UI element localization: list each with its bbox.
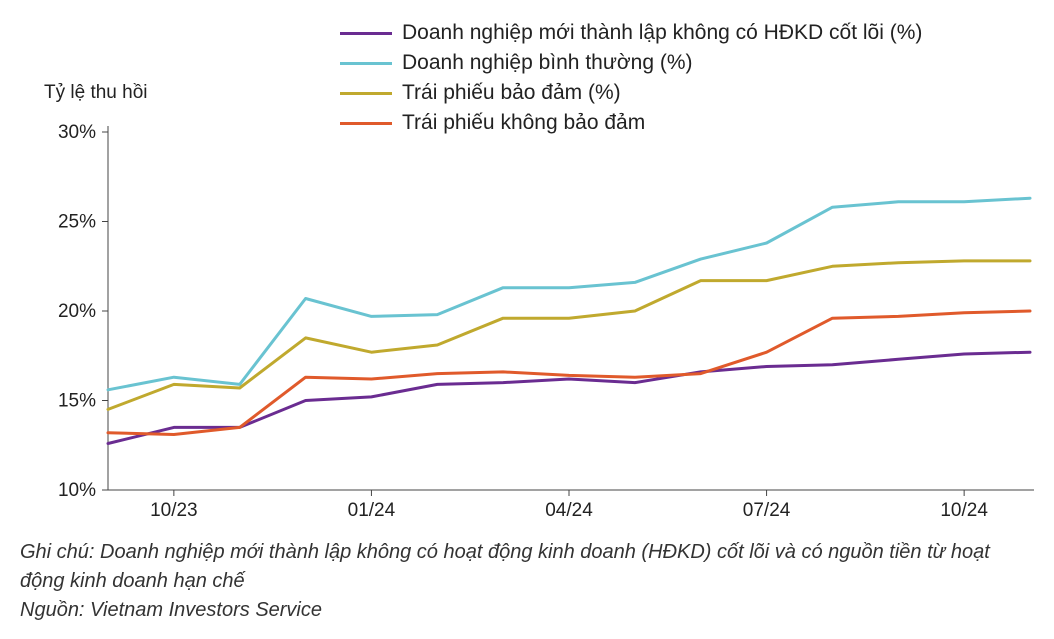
svg-text:15%: 15% (58, 391, 96, 412)
legend-label: Trái phiếu không bảo đảm (402, 111, 645, 135)
svg-text:04/24: 04/24 (545, 500, 593, 521)
legend-item: Trái phiếu bảo đảm (%) (340, 78, 922, 108)
legend-item: Trái phiếu không bảo đảm (340, 108, 922, 138)
legend-swatch (340, 32, 392, 35)
legend-swatch (340, 62, 392, 65)
chart-legend: Doanh nghiệp mới thành lập không có HĐKD… (340, 18, 922, 138)
svg-text:10/23: 10/23 (150, 500, 198, 521)
svg-text:07/24: 07/24 (743, 500, 791, 521)
chart-footnotes: Ghi chú: Doanh nghiệp mới thành lập khôn… (20, 538, 1034, 625)
line-chart: Tỷ lệ thu hồi Doanh nghiệp mới thành lập… (20, 10, 1034, 530)
svg-text:01/24: 01/24 (348, 500, 396, 521)
svg-text:10/24: 10/24 (940, 500, 988, 521)
y-axis-title: Tỷ lệ thu hồi (44, 82, 148, 104)
legend-item: Doanh nghiệp mới thành lập không có HĐKD… (340, 18, 922, 48)
svg-text:10%: 10% (58, 480, 96, 501)
legend-swatch (340, 92, 392, 95)
legend-item: Doanh nghiệp bình thường (%) (340, 48, 922, 78)
legend-swatch (340, 122, 392, 125)
footnote-source: Nguồn: Vietnam Investors Service (20, 596, 1034, 625)
legend-label: Doanh nghiệp bình thường (%) (402, 51, 693, 75)
legend-label: Trái phiếu bảo đảm (%) (402, 81, 621, 105)
svg-text:25%: 25% (58, 212, 96, 233)
svg-text:30%: 30% (58, 122, 96, 143)
footnote-note: Ghi chú: Doanh nghiệp mới thành lập khôn… (20, 538, 1034, 596)
svg-text:20%: 20% (58, 301, 96, 322)
legend-label: Doanh nghiệp mới thành lập không có HĐKD… (402, 21, 922, 45)
